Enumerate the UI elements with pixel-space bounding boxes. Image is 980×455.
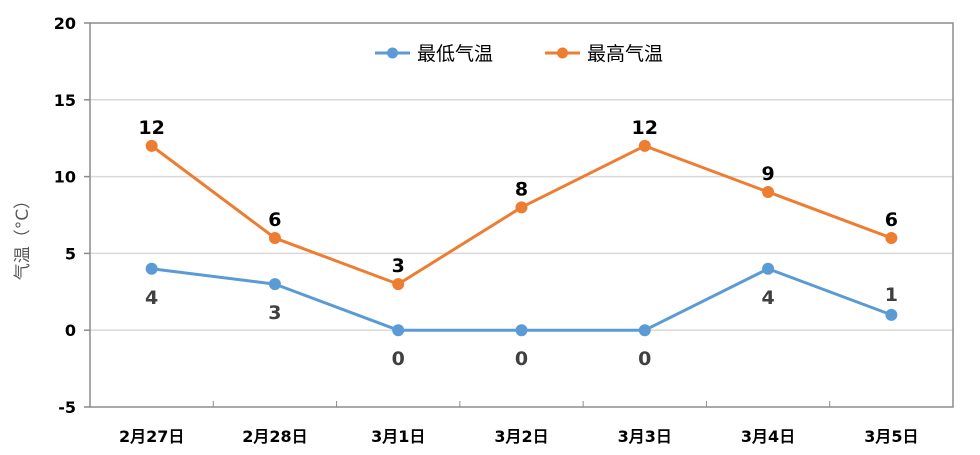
data-point-marker[interactable] bbox=[762, 262, 775, 275]
x-tick-label: 3月5日 bbox=[864, 427, 918, 446]
x-tick-label: 3月4日 bbox=[741, 427, 795, 446]
legend-item-low[interactable]: 最低气温 bbox=[375, 43, 493, 65]
data-label: 3 bbox=[268, 302, 281, 324]
data-label: 12 bbox=[138, 117, 164, 139]
data-point-marker[interactable] bbox=[762, 185, 775, 198]
data-point-marker[interactable] bbox=[145, 139, 158, 152]
y-axis-ticks: -5 0 5 10 15 20 bbox=[54, 14, 90, 417]
data-label: 0 bbox=[638, 348, 651, 370]
data-label: 9 bbox=[761, 163, 774, 185]
legend-label-high: 最高气温 bbox=[587, 43, 663, 65]
series-line-high bbox=[150, 144, 892, 286]
data-point-marker[interactable] bbox=[515, 201, 528, 214]
y-axis-label: 气温（°C） bbox=[13, 192, 33, 280]
x-tick-label: 2月27日 bbox=[119, 427, 184, 446]
x-tick-label: 3月2日 bbox=[494, 427, 548, 446]
data-label: 0 bbox=[392, 348, 405, 370]
legend-label-low: 最低气温 bbox=[417, 43, 493, 65]
plot-area-border bbox=[89, 22, 954, 408]
data-label: 8 bbox=[515, 178, 528, 200]
x-tick-label: 2月28日 bbox=[242, 427, 307, 446]
data-point-marker[interactable] bbox=[392, 324, 405, 337]
legend-marker-low-icon bbox=[387, 47, 398, 59]
data-label: 6 bbox=[268, 209, 281, 231]
y-tick-label: 0 bbox=[65, 321, 76, 340]
data-label: 0 bbox=[515, 348, 528, 370]
y-tick-label: 20 bbox=[54, 14, 76, 33]
data-label: 6 bbox=[885, 209, 898, 231]
x-axis-ticks: 2月27日 2月28日 3月1日 3月2日 3月3日 3月4日 3月5日 bbox=[119, 401, 918, 446]
series-lines bbox=[145, 139, 898, 337]
data-point-marker[interactable] bbox=[268, 232, 281, 245]
y-tick-label: 15 bbox=[54, 91, 76, 110]
data-label: 4 bbox=[145, 287, 158, 309]
data-point-marker[interactable] bbox=[515, 324, 528, 337]
y-tick-label: 10 bbox=[54, 168, 76, 187]
legend-marker-high-icon bbox=[557, 47, 568, 59]
data-point-marker[interactable] bbox=[638, 324, 651, 337]
data-label: 12 bbox=[632, 117, 658, 139]
series-line-low bbox=[151, 267, 892, 332]
x-tick-label: 3月1日 bbox=[371, 427, 425, 446]
y-tick-label: 5 bbox=[65, 244, 76, 263]
y-tick-label: -5 bbox=[58, 398, 76, 417]
data-point-marker[interactable] bbox=[885, 308, 898, 321]
data-point-marker[interactable] bbox=[145, 262, 158, 275]
gridlines bbox=[90, 99, 953, 331]
data-point-marker[interactable] bbox=[885, 232, 898, 245]
legend: 最低气温 最高气温 bbox=[375, 43, 663, 65]
x-tick-label: 3月3日 bbox=[618, 427, 672, 446]
data-label: 4 bbox=[761, 287, 774, 309]
legend-item-high[interactable]: 最高气温 bbox=[545, 43, 663, 65]
data-point-marker[interactable] bbox=[392, 278, 405, 291]
data-label: 1 bbox=[885, 284, 898, 306]
data-point-marker[interactable] bbox=[638, 139, 651, 152]
data-label: 3 bbox=[392, 255, 405, 277]
data-point-marker[interactable] bbox=[268, 278, 281, 291]
data-labels: 4 3 0 0 0 4 1 12 6 3 8 12 9 6 bbox=[138, 117, 898, 370]
